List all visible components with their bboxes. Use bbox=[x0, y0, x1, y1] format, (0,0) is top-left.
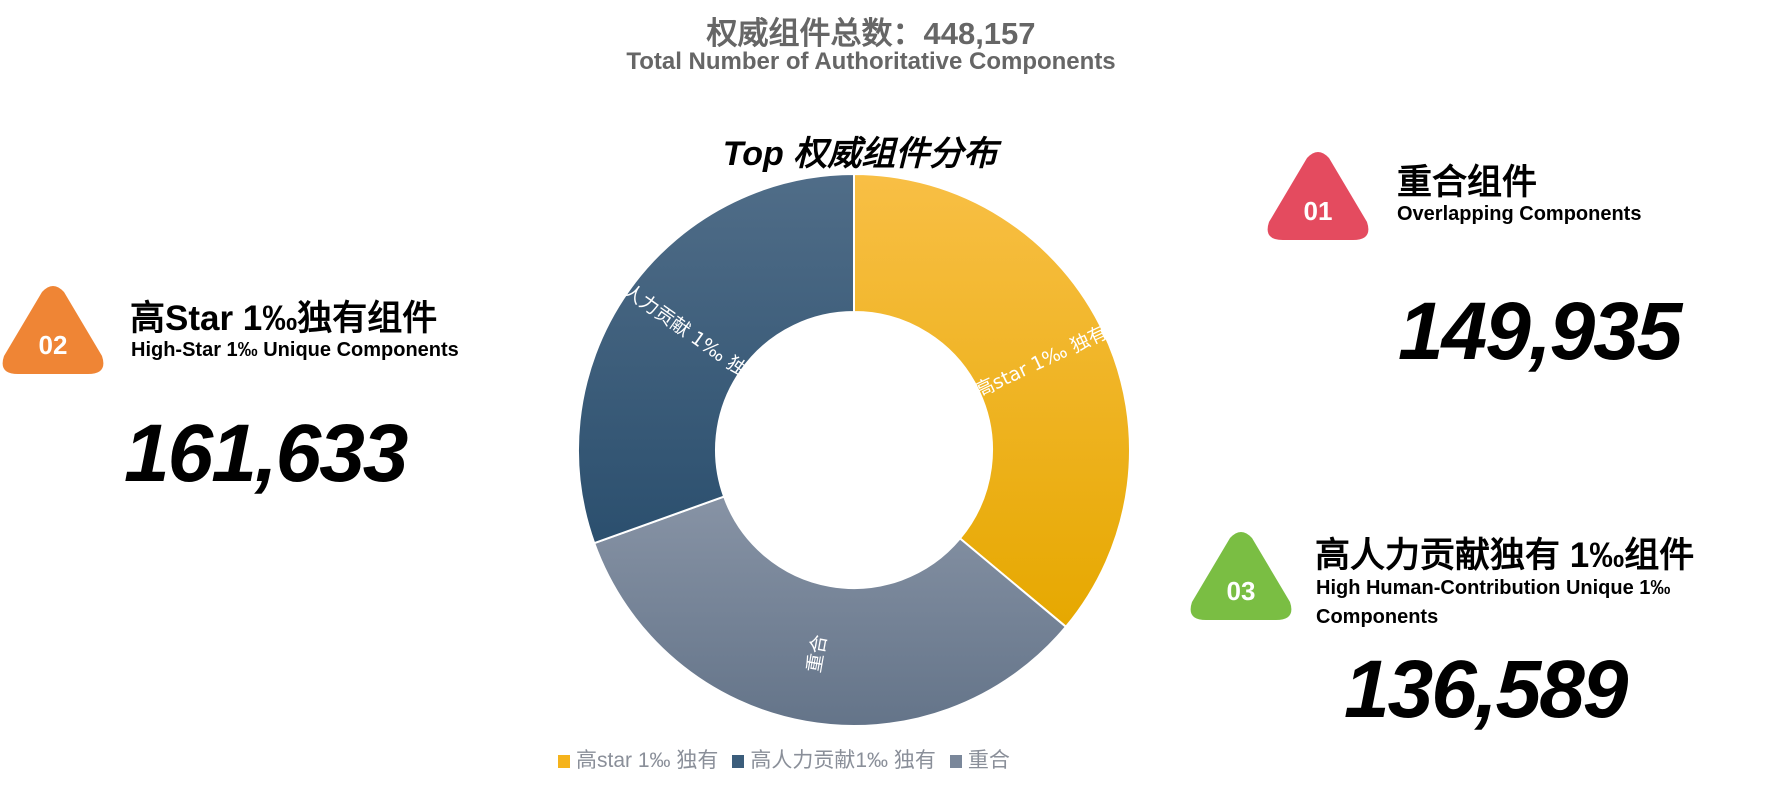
legend-swatch bbox=[732, 755, 745, 768]
human-card-subtitle-line1: High Human-Contribution Unique 1‰ bbox=[1316, 577, 1671, 599]
badge-01: 01 bbox=[1265, 150, 1371, 242]
donut-slice bbox=[592, 495, 1068, 727]
overlap-card-subtitle: Overlapping Components bbox=[1397, 203, 1642, 225]
chart-title: Top 权威组件分布 bbox=[722, 135, 998, 173]
legend-item: 高star 1‰ 独有 bbox=[558, 744, 718, 774]
total-count-subtitle: Total Number of Authoritative Components bbox=[626, 48, 1116, 75]
star-card-value: 161,633 bbox=[124, 408, 408, 499]
badge-02: 02 bbox=[0, 284, 106, 376]
badge-number: 03 bbox=[1226, 576, 1256, 606]
legend-item: 重合 bbox=[949, 744, 1010, 774]
total-count-title: 权威组件总数：448,157 bbox=[706, 16, 1036, 51]
badge-number: 02 bbox=[38, 330, 68, 360]
badge-03: 03 bbox=[1188, 530, 1294, 622]
star-card-title: 高Star 1‰独有组件 bbox=[130, 299, 438, 338]
star-card-subtitle: High-Star 1‰ Unique Components bbox=[131, 339, 459, 361]
legend-label: 高star 1‰ 独有 bbox=[576, 749, 719, 772]
badge-number: 01 bbox=[1303, 196, 1333, 226]
legend-label: 重合 bbox=[967, 749, 1010, 772]
legend-swatch bbox=[558, 755, 570, 768]
overlap-card-value: 149,935 bbox=[1398, 286, 1682, 377]
legend-item: 高人力贡献1‰ 独有 bbox=[732, 744, 936, 774]
overlap-card-title: 重合组件 bbox=[1397, 163, 1538, 202]
chart-legend: 高star 1‰ 独有 高人力贡献1‰ 独有 重合 bbox=[558, 744, 1010, 774]
donut-slice bbox=[853, 172, 1131, 629]
human-card-value: 136,589 bbox=[1344, 644, 1628, 735]
human-card-subtitle-line2: Components bbox=[1316, 606, 1439, 628]
legend-swatch bbox=[949, 755, 962, 768]
legend-label: 高人力贡献1‰ 独有 bbox=[750, 749, 936, 772]
human-card-title: 高人力贡献独有 1‰组件 bbox=[1315, 536, 1695, 575]
donut-slice bbox=[577, 172, 855, 545]
